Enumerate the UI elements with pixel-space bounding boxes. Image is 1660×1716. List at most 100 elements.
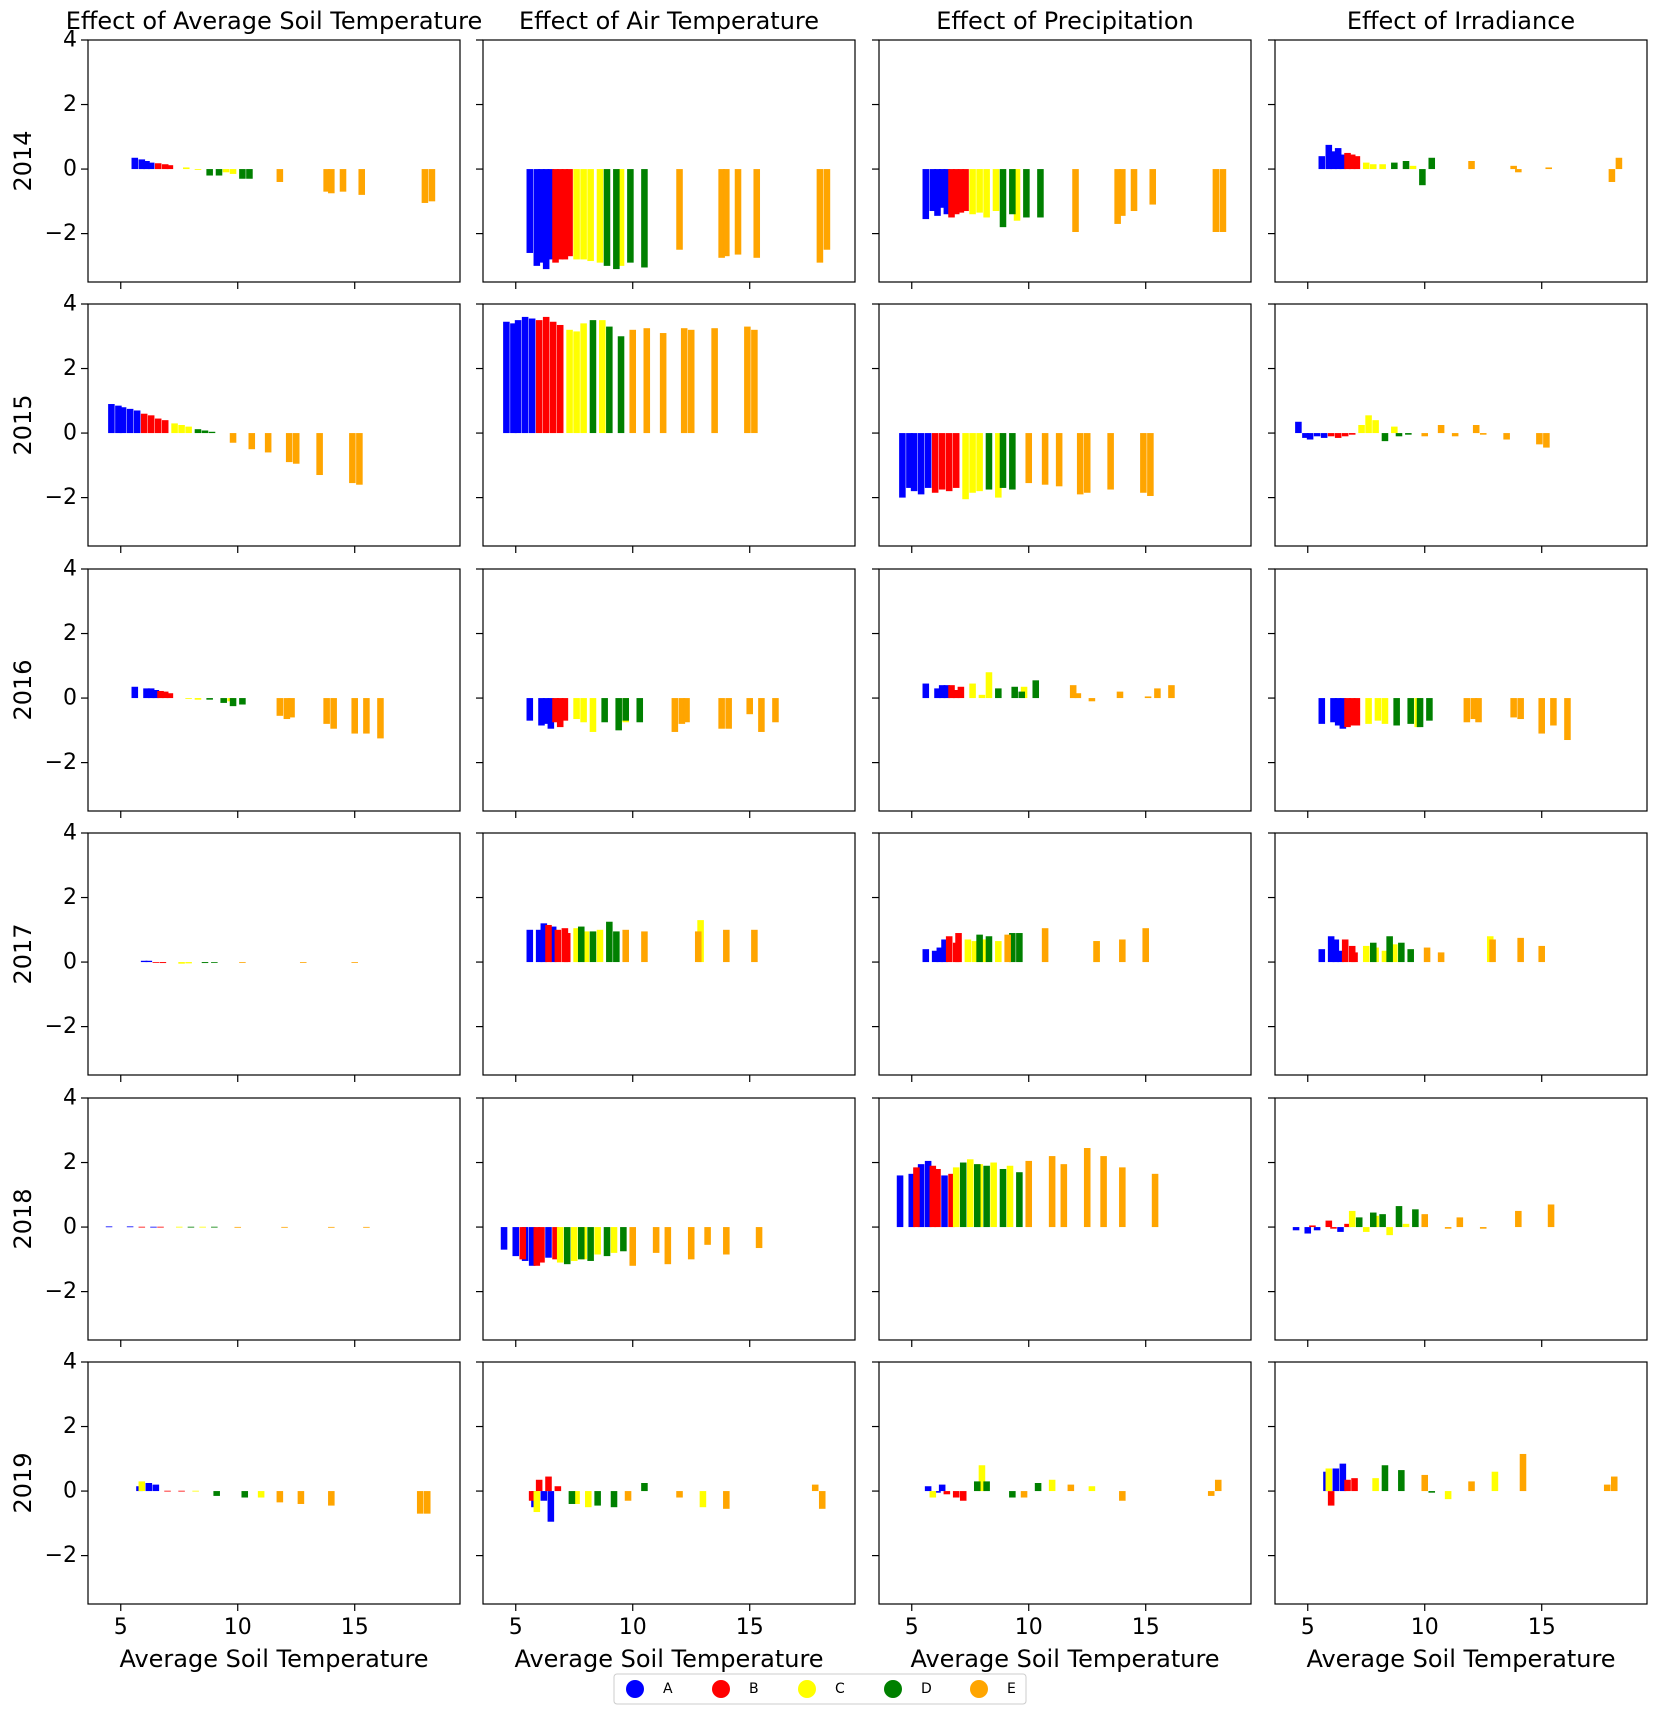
panel-2017-effect-of-average-soil-temperature: 4 2 0 −2: [45, 821, 461, 1082]
bar-2014-effect-of-irradiance-e-4: [1608, 169, 1616, 182]
bar-2017-effect-of-irradiance-c-3: [1391, 944, 1398, 963]
bar-2019-effect-of-precipitation-e-3: [1207, 1491, 1215, 1496]
x-tick-label: 15: [1132, 1615, 1160, 1640]
bar-2014-effect-of-precipitation-d-1: [1009, 169, 1016, 215]
bar-2016-effect-of-precipitation-e-2: [1088, 698, 1096, 702]
bar-2016-effect-of-irradiance-d-0: [1393, 698, 1400, 726]
bar-2019-effect-of-air-temperature-d-2: [610, 1491, 618, 1508]
bar-2018-effect-of-irradiance-d-0: [1355, 1217, 1363, 1228]
y-tick-label: 2: [63, 92, 77, 117]
bar-2018-effect-of-air-temperature-a-0: [500, 1227, 508, 1250]
bar-2014-effect-of-irradiance-e-2: [1515, 169, 1522, 173]
bar-2018-effect-of-average-soil-temperature-e-0: [234, 1226, 242, 1228]
bar-2016-effect-of-air-temperature-b-2: [561, 698, 569, 721]
bar-2014-effect-of-average-soil-temperature-c-3: [229, 169, 237, 174]
bar-2018-effect-of-average-soil-temperature-c-1: [199, 1226, 206, 1228]
bar-2016-effect-of-irradiance-d-2: [1416, 698, 1424, 728]
bar-2016-effect-of-irradiance-e-1: [1470, 698, 1478, 720]
bar-2019-effect-of-precipitation-b-1: [952, 1491, 960, 1498]
y-tick-label: −2: [45, 1279, 77, 1304]
bar-2014-effect-of-air-temperature-d-3: [641, 169, 648, 268]
bar-2019-effect-of-irradiance-e-4: [1610, 1476, 1618, 1492]
x-axis-label: Average Soil Temperature: [514, 1645, 823, 1673]
bar-2019-effect-of-average-soil-temperature-b-1: [178, 1490, 185, 1492]
panel-frame: [482, 1361, 856, 1605]
bar-2014-effect-of-air-temperature-e-6: [823, 169, 831, 250]
panel-2014-effect-of-irradiance: [1268, 39, 1648, 289]
x-tick-label: 10: [1015, 1615, 1043, 1640]
bar-2016-effect-of-average-soil-temperature-a-2: [147, 688, 155, 699]
bar-2017-effect-of-precipitation-e-3: [1119, 939, 1126, 963]
bar-2016-effect-of-precipitation-c-0: [969, 683, 976, 699]
bar-2014-effect-of-precipitation-d-3: [1037, 169, 1044, 218]
column-title-effect-of-irradiance: Effect of Irradiance: [1347, 7, 1575, 35]
bar-2016-effect-of-irradiance-a-1: [1330, 698, 1337, 723]
bar-2015-effect-of-irradiance-d-1: [1395, 433, 1403, 437]
bar-2019-effect-of-average-soil-temperature-e-4: [423, 1491, 431, 1514]
bar-2017-effect-of-precipitation-e-4: [1142, 928, 1149, 963]
x-tick-label: 10: [224, 1615, 252, 1640]
bar-2017-effect-of-irradiance-a-3: [1337, 950, 1344, 963]
bar-2016-effect-of-average-soil-temperature-d-3: [239, 698, 246, 705]
bar-2019-effect-of-air-temperature-c-0: [533, 1491, 541, 1513]
bar-2016-effect-of-irradiance-e-0: [1463, 698, 1471, 723]
bar-2019-effect-of-air-temperature-c-2: [585, 1491, 592, 1508]
bar-2017-effect-of-air-temperature-e-0: [622, 929, 629, 963]
bar-2015-effect-of-irradiance-e-6: [1536, 433, 1543, 445]
bar-2017-effect-of-irradiance-e-3: [1517, 937, 1524, 963]
bar-2014-effect-of-precipitation-b-3: [962, 169, 969, 212]
bar-2014-effect-of-air-temperature-c-4: [617, 169, 625, 266]
bar-2019-effect-of-air-temperature-e-0: [624, 1491, 632, 1501]
bar-2016-effect-of-average-soil-temperature-a-1: [143, 688, 150, 699]
bar-2015-effect-of-precipitation-e-2: [1055, 433, 1063, 487]
bar-2016-effect-of-precipitation-e-3: [1116, 691, 1124, 699]
bar-2015-effect-of-precipitation-c-0: [962, 433, 969, 500]
bar-2017-effect-of-irradiance-e-0: [1423, 947, 1431, 963]
bar-2019-effect-of-irradiance-e-2: [1519, 1453, 1527, 1492]
bar-2016-effect-of-precipitation-d-1: [1011, 686, 1018, 699]
panel-frame: [1274, 1361, 1648, 1605]
bar-2018-effect-of-irradiance-c-1: [1362, 1227, 1370, 1232]
bar-2018-effect-of-average-soil-temperature-b-0: [138, 1226, 146, 1228]
bar-2015-effect-of-irradiance-a-3: [1313, 433, 1321, 437]
bar-2015-effect-of-air-temperature-e-0: [629, 329, 637, 434]
x-tick-label: 15: [1528, 1615, 1556, 1640]
bar-2015-effect-of-irradiance-e-1: [1437, 425, 1445, 434]
panel-2019-effect-of-irradiance: 5 10 15 Average Soil Temperature: [1268, 1361, 1648, 1673]
bar-2017-effect-of-air-temperature-b-0: [545, 924, 552, 963]
bar-2014-effect-of-irradiance-d-2: [1419, 169, 1426, 186]
bar-2018-effect-of-air-temperature-e-2: [664, 1227, 672, 1265]
bar-2014-effect-of-average-soil-temperature-e-4: [358, 169, 366, 195]
bar-2018-effect-of-precipitation-e-2: [1060, 1164, 1068, 1228]
bar-2017-effect-of-precipitation-a-3: [941, 939, 948, 963]
bar-2018-effect-of-average-soil-temperature-e-1: [281, 1226, 288, 1228]
bar-2018-effect-of-irradiance-a-2: [1313, 1227, 1321, 1231]
bar-2019-effect-of-air-temperature-b-3: [554, 1486, 562, 1492]
bar-2016-effect-of-irradiance-b-1: [1348, 698, 1356, 726]
bar-2017-effect-of-air-temperature-d-1: [589, 931, 597, 963]
bar-2014-effect-of-irradiance-b-0: [1344, 152, 1351, 170]
bar-2018-effect-of-precipitation-e-3: [1083, 1148, 1091, 1228]
bar-2017-effect-of-irradiance-d-1: [1386, 936, 1393, 963]
bar-2016-effect-of-air-temperature-c-2: [589, 698, 597, 732]
bar-2019-effect-of-air-temperature-a-2: [547, 1491, 555, 1522]
bar-2018-effect-of-irradiance-d-4: [1412, 1209, 1419, 1228]
bar-2018-effect-of-average-soil-temperature-e-3: [363, 1226, 370, 1228]
bar-2014-effect-of-precipitation-a-0: [922, 169, 930, 220]
bar-2015-effect-of-irradiance-a-4: [1320, 433, 1328, 438]
bar-2016-effect-of-precipitation-e-5: [1154, 688, 1161, 699]
bar-2015-effect-of-irradiance-b-0: [1327, 433, 1335, 437]
bar-2015-effect-of-irradiance-d-2: [1405, 433, 1412, 435]
bar-2017-effect-of-air-temperature-c-1: [582, 931, 590, 963]
bar-2019-effect-of-irradiance-c-3: [1491, 1471, 1499, 1492]
bar-2017-effect-of-air-temperature-e-1: [641, 931, 648, 963]
y-tick-label: 0: [63, 950, 77, 975]
bar-2014-effect-of-average-soil-temperature-a-2: [143, 161, 150, 170]
bar-2014-effect-of-air-temperature-c-1: [580, 169, 587, 260]
bar-2018-effect-of-precipitation-d-3: [999, 1168, 1007, 1228]
column-title-effect-of-average-soil-temperature: Effect of Average Soil Temperature: [66, 7, 483, 35]
bar-2014-effect-of-average-soil-temperature-a-1: [138, 159, 146, 170]
y-tick-label: 4: [63, 557, 77, 582]
bar-2015-effect-of-air-temperature-d-2: [617, 336, 625, 434]
y-tick-label: 2: [63, 885, 77, 910]
